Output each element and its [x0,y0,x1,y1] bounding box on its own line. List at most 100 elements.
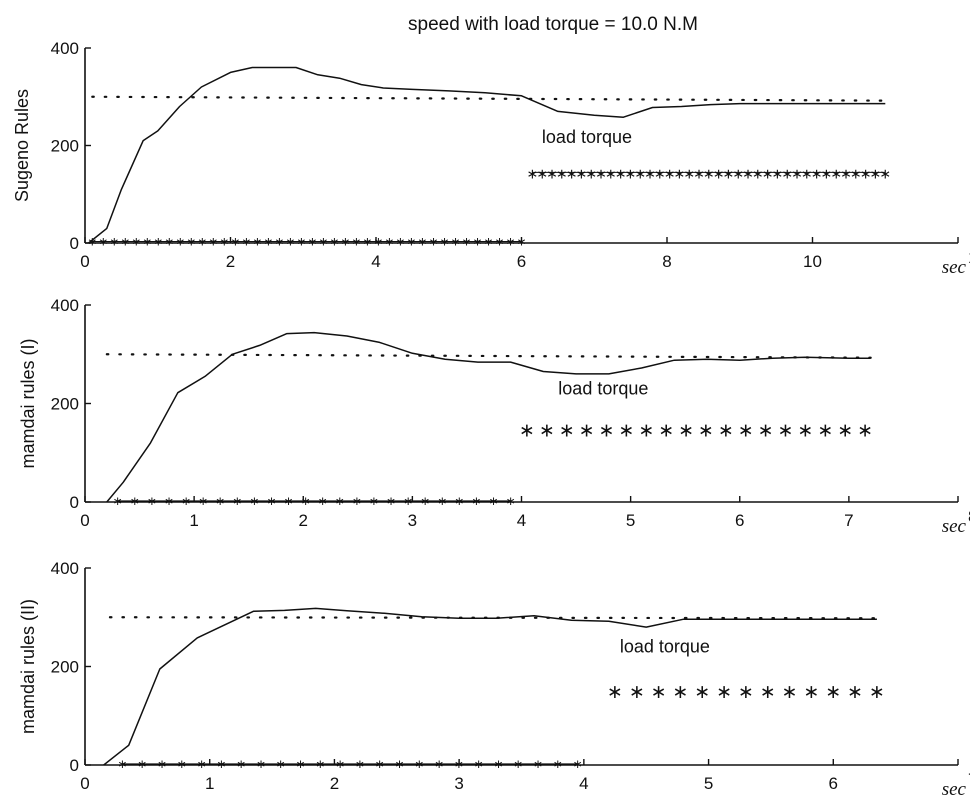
marker-series: ∗ ∗ ∗ ∗ ∗ ∗ ∗ ∗ ∗ ∗ ∗ ∗ ∗ ∗ ∗ ∗ ∗ ∗ ∗ ∗ ∗ ∗ ∗ ∗ [113,494,516,508]
torque-marker: ∗ [629,681,645,703]
baseline-marker: ∗ [301,494,311,508]
torque-marker: ∗ [830,166,842,182]
torque-marker: ∗ [559,420,575,442]
baseline-marker: ∗ [216,757,226,771]
baseline-marker: ∗ [493,757,503,771]
x-tick-label: 2 [299,511,308,530]
torque-marker: ∗ [778,420,794,442]
y-tick-label: 200 [51,658,79,677]
baseline-marker: ∗ [553,757,563,771]
marker-series: ∗ ∗ ∗ ∗ ∗ ∗ ∗ ∗ ∗ ∗ ∗ ∗ ∗ ∗ ∗ ∗ ∗ ∗ ∗ ∗ ∗ ∗ ∗ ∗ [117,757,582,771]
baseline-marker: ∗ [406,235,416,249]
marker-series: ∗ ∗ ∗ ∗ ∗ ∗ ∗ ∗ ∗ ∗ ∗ ∗ ∗ ∗ ∗ ∗ ∗ ∗ ∗ ∗ ∗ ∗ ∗ ∗ ∗ ∗ ∗ ∗ ∗ ∗ ∗ ∗ ∗ ∗ ∗ ∗ ∗ ∗ ∗ ∗ [87,235,526,249]
torque-marker: ∗ [723,166,735,182]
x-tick-label: 4 [517,511,526,530]
x-tick-label: 0 [80,774,89,793]
annotation-load-torque: load torque [558,379,648,399]
baseline-marker: ∗ [471,494,481,508]
reference-line [108,616,879,620]
y-tick-label: 400 [51,296,79,315]
y-tick-label: 400 [51,39,79,58]
torque-marker: ∗ [556,166,568,182]
baseline-marker: ∗ [318,494,328,508]
baseline-marker: ∗ [147,494,157,508]
x-axis-label: sec [942,779,967,800]
x-tick-label: 7 [844,511,853,530]
x-tick-label: 6 [735,511,744,530]
baseline-marker: ∗ [109,235,119,249]
baseline-marker: ∗ [573,757,583,771]
marker-series: ∗ ∗ ∗ ∗ ∗ ∗ ∗ ∗ ∗ ∗ ∗ ∗ ∗ [607,681,885,703]
baseline-marker: ∗ [177,757,187,771]
baseline-marker: ∗ [208,235,218,249]
baseline-marker: ∗ [439,235,449,249]
baseline-marker: ∗ [315,757,325,771]
marker-series: ∗∗∗∗∗∗∗∗∗∗∗∗∗∗∗∗∗∗∗∗∗∗∗∗∗∗∗∗∗∗∗∗∗∗∗∗∗ [527,166,892,182]
baseline-marker: ∗ [236,757,246,771]
torque-marker: ∗ [625,166,637,182]
torque-marker: ∗ [698,420,714,442]
torque-marker: ∗ [658,420,674,442]
panels: 0246810120200400Sugeno Rulessec∗∗∗∗∗∗∗∗∗… [12,39,970,800]
y-tick-label: 0 [70,756,79,775]
baseline-marker: ∗ [428,235,438,249]
torque-marker: ∗ [798,420,814,442]
torque-marker: ∗ [664,166,676,182]
torque-marker: ∗ [693,166,705,182]
torque-marker: ∗ [607,681,623,703]
torque-marker: ∗ [605,166,617,182]
torque-marker: ∗ [782,681,798,703]
baseline-marker: ∗ [417,235,427,249]
baseline-marker: ∗ [197,235,207,249]
torque-marker: ∗ [857,420,873,442]
baseline-marker: ∗ [513,757,523,771]
baseline-marker: ∗ [266,494,276,508]
torque-marker: ∗ [847,681,863,703]
torque-marker: ∗ [566,166,578,182]
baseline-marker: ∗ [483,235,493,249]
baseline-marker: ∗ [197,757,207,771]
torque-marker: ∗ [850,166,862,182]
baseline-marker: ∗ [335,757,345,771]
x-tick-label: 4 [579,774,588,793]
torque-marker: ∗ [599,420,615,442]
x-tick-label: 3 [408,511,417,530]
baseline-marker: ∗ [232,494,242,508]
torque-marker: ∗ [519,420,535,442]
torque-marker: ∗ [801,166,813,182]
torque-marker: ∗ [678,420,694,442]
baseline-marker: ∗ [186,235,196,249]
torque-marker: ∗ [762,166,774,182]
x-tick-label: 6 [517,252,526,271]
baseline-marker: ∗ [403,494,413,508]
baseline-marker: ∗ [395,235,405,249]
baseline-marker: ∗ [351,235,361,249]
torque-marker: ∗ [595,166,607,182]
torque-marker: ∗ [870,166,882,182]
baseline-marker: ∗ [283,494,293,508]
torque-marker: ∗ [703,166,715,182]
baseline-marker: ∗ [276,757,286,771]
torque-marker: ∗ [738,420,754,442]
baseline-marker: ∗ [505,235,515,249]
torque-marker: ∗ [825,681,841,703]
baseline-marker: ∗ [120,235,130,249]
torque-marker: ∗ [752,166,764,182]
baseline-marker: ∗ [98,235,108,249]
baseline-marker: ∗ [420,494,430,508]
baseline-marker: ∗ [533,757,543,771]
marker-series: ∗ ∗ ∗ ∗ ∗ ∗ ∗ ∗ ∗ ∗ ∗ ∗ ∗ ∗ ∗ ∗ ∗ ∗ [519,420,873,442]
torque-marker: ∗ [837,420,853,442]
baseline-marker: ∗ [362,235,372,249]
x-axis-label: sec [942,257,967,278]
y-tick-label: 400 [51,559,79,578]
torque-marker: ∗ [673,681,689,703]
torque-marker: ∗ [694,681,710,703]
torque-marker: ∗ [576,166,588,182]
torque-marker: ∗ [683,166,695,182]
baseline-marker: ∗ [384,235,394,249]
baseline-marker: ∗ [252,235,262,249]
x-tick-label: 8 [662,252,671,271]
baseline-marker: ∗ [375,757,385,771]
